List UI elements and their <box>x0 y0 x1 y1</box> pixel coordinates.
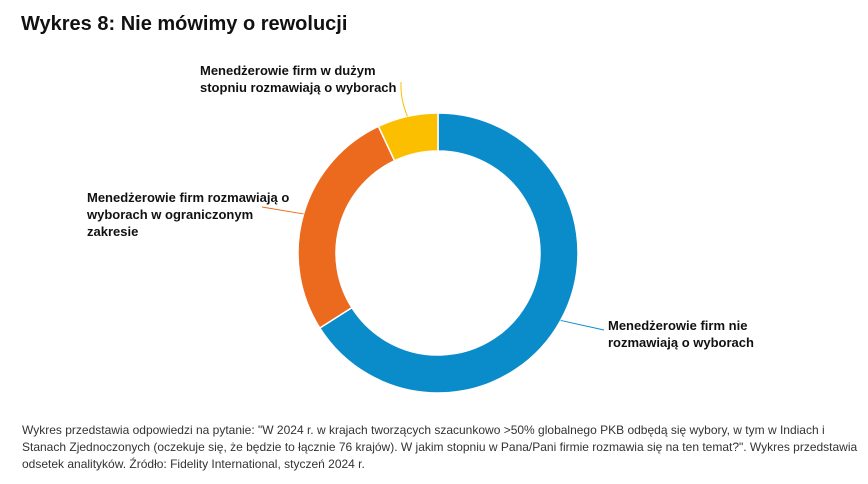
leader-lines <box>261 81 605 331</box>
slice-label-no-discussion: Menedżerowie firm nie rozmawiają o wybor… <box>608 318 754 350</box>
slice-no-discussion <box>318 112 579 394</box>
chart-footnote: Wykres przedstawia odpowiedzi na pytanie… <box>22 423 858 471</box>
leader-line-no-discussion <box>560 319 605 331</box>
chart-title: Wykres 8: Nie mówimy o rewolucji <box>21 13 348 35</box>
donut-slices <box>297 112 579 394</box>
slice-label-high-discussion: Menedżerowie firm w dużym stopniu rozmaw… <box>200 63 397 95</box>
slice-label-limited-discussion: Menedżerowie firm rozmawiają o wyborach … <box>87 190 290 239</box>
slice-limited-discussion <box>297 125 396 330</box>
leader-line-high-discussion <box>400 81 408 117</box>
slice-high-discussion <box>377 112 439 162</box>
leader-line-limited-discussion <box>261 206 304 215</box>
